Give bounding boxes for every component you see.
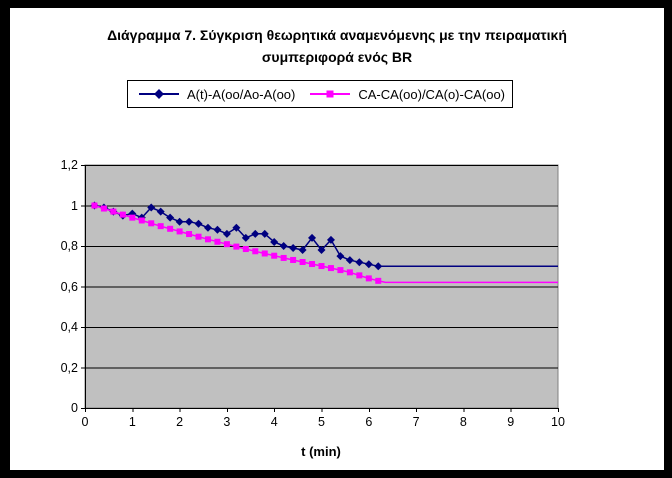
series-0-diamond-marker (298, 246, 307, 255)
legend-label-theoretical: CA-CA(oo)/CA(o)-CA(oo) (358, 86, 506, 102)
series-0-diamond-marker (279, 242, 288, 250)
y-tick-label: 0,4 (60, 320, 78, 334)
series-0-diamond-marker (213, 225, 222, 234)
series-1-square-marker (280, 254, 287, 261)
series-1-square-marker (271, 252, 278, 259)
y-tick-label: 1,2 (60, 158, 78, 172)
chart-panel: Διάγραμμα 7. Σύγκριση θεωρητικά αναμενόμ… (10, 8, 664, 470)
series-0-diamond-marker (185, 217, 194, 226)
series-1-square-marker (233, 243, 240, 250)
series-0-diamond-marker (308, 233, 317, 242)
x-tick-label: 6 (365, 415, 373, 429)
series-0-diamond-marker (374, 262, 383, 271)
series-1-square-marker (309, 261, 316, 268)
series-1-square-marker (167, 225, 174, 232)
series-0-diamond-marker (194, 219, 203, 228)
series-1-square-marker (100, 205, 107, 212)
legend-entry-experimental: A(t)-A(oo/Ao-A(oo) (139, 87, 295, 102)
y-tick-label: 1 (71, 198, 78, 213)
series-0-diamond-marker (251, 229, 260, 238)
series-1-square-marker (204, 236, 211, 243)
series-1-square-marker (299, 258, 306, 265)
series-0-diamond-marker (260, 229, 269, 238)
series-1-square-marker (261, 250, 268, 257)
diamond-marker-icon (139, 89, 179, 99)
series-1-square-marker (327, 265, 334, 272)
series-1-square-marker (157, 223, 164, 230)
series-1-square-marker (138, 217, 145, 224)
y-tick-label: 0 (71, 401, 78, 415)
x-tick-label: 0 (81, 415, 89, 429)
x-tick-label: 3 (223, 415, 231, 429)
y-tick-label: 0,6 (60, 279, 78, 294)
series-1-square-marker (223, 241, 230, 248)
x-tick-label: 1 (128, 415, 136, 429)
chart-title: Διάγραμμα 7. Σύγκριση θεωρητικά αναμενόμ… (10, 24, 664, 68)
square-marker-icon (310, 90, 351, 99)
legend-entry-theoretical: CA-CA(oo)/CA(o)-CA(oo) (310, 87, 505, 102)
x-tick-label: 7 (412, 415, 420, 429)
series-1-square-marker (242, 246, 249, 253)
series-1-square-marker (186, 231, 193, 238)
series-1-square-marker (110, 208, 117, 215)
series-1-square-marker (91, 202, 98, 209)
series-1-square-marker (129, 214, 136, 221)
x-tick-label: 5 (318, 415, 325, 429)
series-0-diamond-marker (203, 223, 212, 232)
plot-area (81, 164, 559, 412)
series-0-diamond-marker (317, 246, 326, 255)
series-0-diamond-marker (364, 260, 373, 269)
chart-title-line2: συμπεριφορά ενός BR (261, 49, 413, 65)
series-1-square-marker (356, 272, 363, 279)
series-0-diamond-marker (336, 252, 345, 261)
x-tick-label: 9 (507, 415, 515, 429)
x-tick-label: 10 (551, 415, 565, 429)
x-tick-label: 2 (176, 415, 184, 429)
series-1-square-marker (375, 277, 382, 284)
series-0-diamond-marker (175, 217, 184, 226)
series-0-diamond-marker (241, 233, 250, 242)
legend-marker-shape (326, 90, 334, 98)
series-0-diamond-marker (345, 256, 354, 265)
series-1-square-marker (365, 275, 372, 282)
x-tick-label: 8 (459, 415, 467, 429)
series-1-square-marker (119, 211, 126, 218)
series-0-diamond-marker (270, 237, 279, 246)
series-1-square-marker (290, 256, 297, 263)
series-0-diamond-marker (326, 235, 335, 244)
series-1-square-marker (337, 267, 344, 274)
series-0-diamond-marker (289, 244, 298, 253)
series-1-square-marker (214, 238, 221, 245)
series-0-diamond-marker (222, 229, 231, 238)
series-1-square-marker (318, 263, 325, 270)
series-1-square-marker (176, 228, 183, 235)
series-0-diamond-marker (147, 203, 156, 212)
series-1-square-marker (148, 220, 155, 227)
chart-title-line1: Διάγραμμα 7. Σύγκριση θεωρητικά αναμενόμ… (107, 27, 567, 43)
series-1-square-marker (252, 248, 259, 255)
series-0-diamond-marker (232, 223, 241, 232)
y-tick-label: 0,8 (60, 239, 78, 253)
series-0-diamond-marker (166, 213, 175, 222)
series-0-diamond-marker (156, 207, 165, 216)
y-tick-label: 0,2 (60, 360, 78, 375)
x-axis-title: t (min) (301, 444, 341, 459)
legend-label-experimental: A(t)-A(oo/Ao-A(oo) (187, 86, 296, 102)
legend: A(t)-A(oo/Ao-A(oo) CA-CA(oo)/CA(o)-CA(oo… (127, 80, 513, 108)
x-tick-label: 4 (270, 415, 278, 429)
series-1-square-marker (346, 269, 353, 276)
series-0-diamond-marker (355, 258, 364, 267)
series-1-square-marker (195, 233, 202, 240)
